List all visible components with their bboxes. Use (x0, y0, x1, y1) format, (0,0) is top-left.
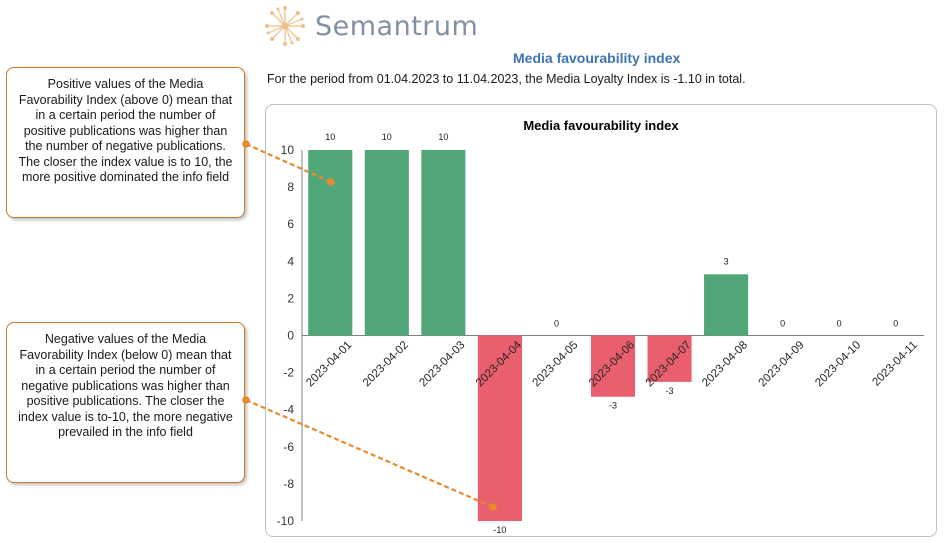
bar (308, 150, 353, 336)
bar (421, 150, 466, 336)
chart-title: Media favourability index (523, 118, 679, 133)
y-tick-label: 2 (287, 291, 294, 305)
callout-connector-line (245, 398, 494, 509)
bar (477, 335, 522, 521)
data-label: 0 (837, 319, 842, 329)
data-label: 0 (893, 319, 898, 329)
x-tick-label: 2023-04-08 (700, 339, 750, 389)
y-tick-label: 0 (287, 329, 294, 343)
y-tick-label: 4 (287, 254, 294, 268)
bar (590, 335, 636, 397)
connector-dot (242, 140, 250, 148)
data-label: -3 (666, 386, 674, 396)
x-tick-label: 2023-04-05 (530, 339, 580, 389)
bar (704, 274, 749, 336)
connector-dot (489, 503, 497, 511)
x-tick-label: 2023-04-01 (304, 339, 354, 389)
connector-dot (242, 396, 250, 404)
y-tick-label: -4 (283, 403, 294, 417)
starburst-logo-icon (265, 6, 305, 46)
y-tick-label: -10 (277, 514, 295, 528)
y-tick-label: -8 (283, 477, 294, 491)
bar (647, 335, 692, 382)
y-tick-label: -2 (283, 366, 294, 380)
logo-text: Semantrum (315, 10, 479, 42)
callout-positive: Positive values of the Media Favorabilit… (6, 67, 245, 218)
logo: Semantrum (263, 4, 478, 48)
bar (364, 150, 409, 336)
y-tick-label: 6 (287, 217, 294, 231)
x-tick-label: 2023-04-10 (813, 339, 863, 389)
data-label: 10 (438, 132, 448, 142)
data-label: 3 (724, 256, 729, 266)
callout-negative: Negative values of the Media Favorabilit… (6, 322, 245, 483)
y-tick-label: 10 (281, 143, 295, 157)
x-tick-label: 2023-04-02 (361, 339, 411, 389)
data-label: 10 (325, 132, 335, 142)
period-summary: For the period from 01.04.2023 to 11.04.… (267, 72, 746, 86)
y-tick-label: 8 (287, 180, 294, 194)
chart-frame (265, 104, 937, 537)
data-label: -10 (493, 525, 506, 535)
x-tick-label: 2023-04-11 (870, 339, 919, 388)
page-heading: Media favourability index (513, 50, 681, 66)
data-label: 10 (382, 132, 392, 142)
x-tick-label: 2023-04-09 (757, 339, 807, 389)
bar-layer (308, 150, 749, 521)
connector-layer (242, 140, 497, 511)
connector-dot (327, 178, 335, 186)
data-label: 0 (554, 319, 559, 329)
data-label: -3 (609, 401, 617, 411)
x-tick-label: 2023-04-03 (417, 339, 467, 389)
data-label: 0 (780, 319, 785, 329)
y-tick-label: -6 (283, 440, 294, 454)
